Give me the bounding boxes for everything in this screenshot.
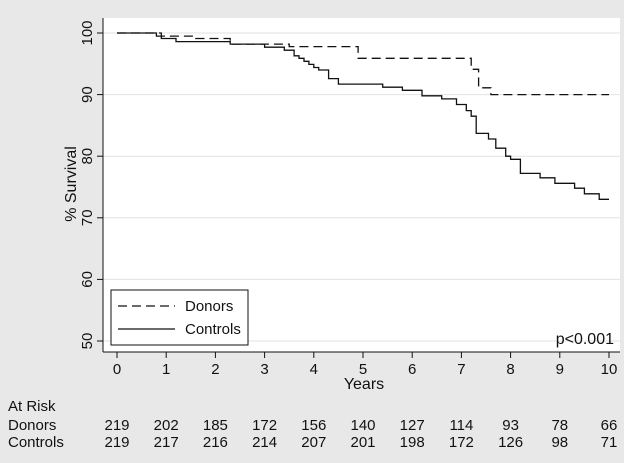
at-risk-count: 217	[154, 434, 179, 451]
at-risk-row-label: Donors	[8, 417, 56, 434]
y-tick-label: 50	[79, 333, 96, 350]
legend-label-controls: Controls	[185, 321, 241, 338]
y-tick-label: 80	[79, 148, 96, 165]
at-risk-count: 140	[350, 417, 375, 434]
x-tick-label: 0	[113, 361, 121, 378]
at-risk-count: 71	[601, 434, 618, 451]
y-tick-label: 60	[79, 271, 96, 288]
x-axis-title: Years	[344, 376, 384, 393]
at-risk-count: 78	[551, 417, 568, 434]
at-risk-count: 172	[252, 417, 277, 434]
at-risk-count: 198	[400, 434, 425, 451]
x-tick-label: 10	[601, 361, 618, 378]
legend: Donors Controls	[110, 289, 249, 346]
at-risk-count: 114	[449, 417, 473, 434]
axes	[102, 18, 620, 353]
y-tick-label: 100	[79, 20, 96, 45]
x-ticks: 0 1 2 3 4 5 6 7 8 9 10	[113, 352, 618, 378]
at-risk-count: 66	[601, 417, 618, 434]
y-ticks: 50 60 70 80 90 100	[79, 20, 103, 349]
x-tick-label: 5	[359, 361, 367, 378]
x-tick-label: 1	[162, 361, 170, 378]
at-risk-count: 126	[498, 434, 523, 451]
at-risk-count: 216	[203, 434, 228, 451]
x-tick-label: 9	[556, 361, 564, 378]
at-risk-count: 219	[104, 434, 129, 451]
at-risk-count: 98	[551, 434, 568, 451]
at-risk-count: 127	[400, 417, 425, 434]
series-lines	[117, 32, 609, 200]
at-risk-count: 156	[301, 417, 326, 434]
survival-curve-controls	[117, 32, 609, 200]
y-axis-title: % Survival	[63, 146, 80, 222]
legend-label-donors: Donors	[185, 298, 233, 315]
at-risk-count: 207	[301, 434, 326, 451]
survival-curve-donors	[117, 32, 609, 96]
x-tick-label: 3	[260, 361, 268, 378]
at-risk-count: 201	[350, 434, 375, 451]
x-tick-label: 7	[457, 361, 465, 378]
p-value-annotation: p<0.001	[556, 331, 614, 348]
at-risk-count: 219	[104, 417, 129, 434]
at-risk-count: 202	[154, 417, 179, 434]
y-tick-label: 90	[79, 86, 96, 103]
at-risk-table: Donors 219 202 185 172 156 140 127 114 93 78 66 Cont…	[8, 417, 617, 451]
y-tick-label: 70	[79, 209, 96, 226]
at-risk-title: At Risk	[8, 398, 56, 415]
at-risk-count: 185	[203, 417, 228, 434]
x-tick-label: 2	[211, 361, 219, 378]
at-risk-count: 214	[252, 434, 277, 451]
x-tick-label: 8	[506, 361, 514, 378]
at-risk-count: 93	[502, 417, 519, 434]
at-risk-count: 172	[449, 434, 474, 451]
x-tick-label: 4	[310, 361, 318, 378]
x-tick-label: 6	[408, 361, 416, 378]
at-risk-row-label: Controls	[8, 434, 64, 451]
legend-box	[110, 289, 249, 346]
